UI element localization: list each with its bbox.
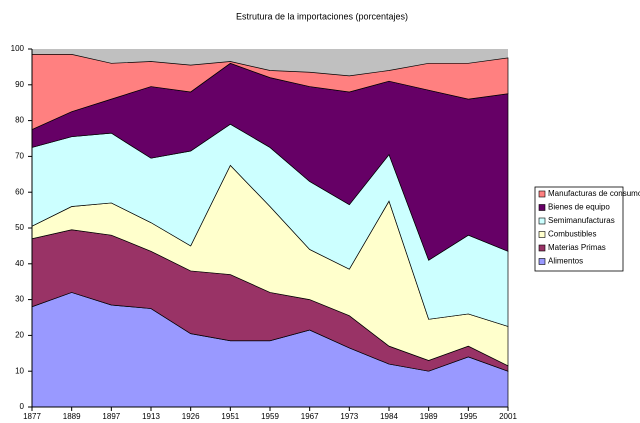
x-tick-label: 1897 (102, 412, 120, 421)
x-tick-label: 1951 (221, 412, 239, 421)
x-tick-label: 1973 (340, 412, 358, 421)
legend-swatch (538, 204, 546, 211)
legend-swatch (538, 231, 546, 238)
area (31, 54, 509, 131)
x-tick-label: 2001 (499, 412, 517, 421)
x-tick-label: 1984 (380, 412, 398, 421)
y-tick-label: 40 (15, 259, 24, 268)
y-tick-label: 70 (15, 152, 24, 161)
x-tick-label: 1989 (420, 412, 438, 421)
chart-title: Estrutura de la importaciones (porcentaj… (236, 11, 408, 21)
legend-swatch (538, 258, 546, 265)
y-tick-label: 100 (11, 44, 25, 53)
x-tick-label: 1877 (23, 412, 41, 421)
y-tick-label: 90 (15, 80, 24, 89)
x-tick-label: 1926 (182, 412, 200, 421)
y-tick-label: 80 (15, 116, 24, 125)
legend-label: Alimentos (548, 257, 583, 266)
x-tick-label: 1913 (142, 412, 160, 421)
legend-swatch (538, 244, 546, 252)
y-tick-label: 60 (15, 187, 24, 196)
legend-label: Combustibles (548, 230, 596, 239)
legend-label: Manufacturas de consumo (548, 189, 640, 198)
legend-box (534, 186, 624, 272)
y-tick-label: 20 (15, 331, 24, 340)
legend-label: Bienes de equipo (548, 203, 610, 212)
legend-swatch (538, 190, 546, 198)
x-tick-label: 1959 (261, 412, 279, 421)
y-tick-label: 50 (15, 223, 24, 232)
y-tick-label: 0 (20, 402, 25, 411)
x-tick-label: 1995 (459, 412, 477, 421)
x-tick-label: 1889 (63, 412, 81, 421)
y-tick-label: 10 (15, 366, 24, 375)
y-tick-label: 30 (15, 295, 24, 304)
legend-label: Materias Primas (548, 243, 606, 252)
x-tick-label: 1967 (301, 412, 319, 421)
legend-swatch (538, 217, 546, 225)
legend-label: Semimanufacturas (548, 216, 615, 225)
